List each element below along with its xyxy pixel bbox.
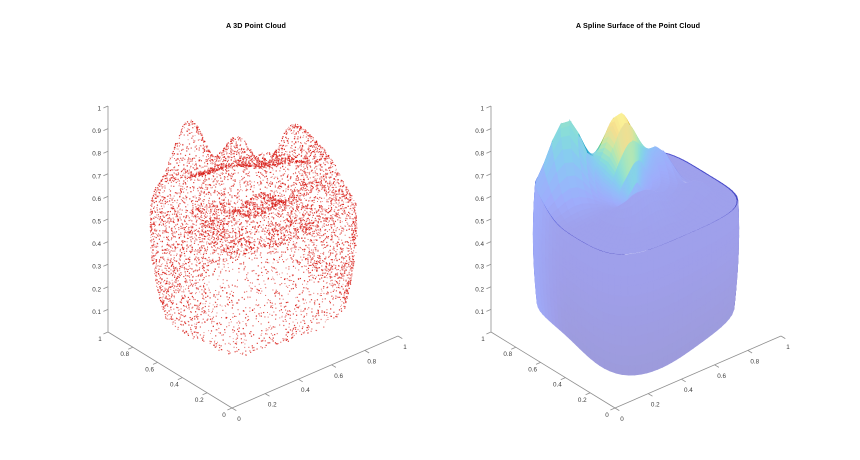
plot-content-canvas	[0, 0, 860, 460]
matlab-figure: A 3D Point Cloud A Spline Surface of the…	[0, 0, 860, 460]
